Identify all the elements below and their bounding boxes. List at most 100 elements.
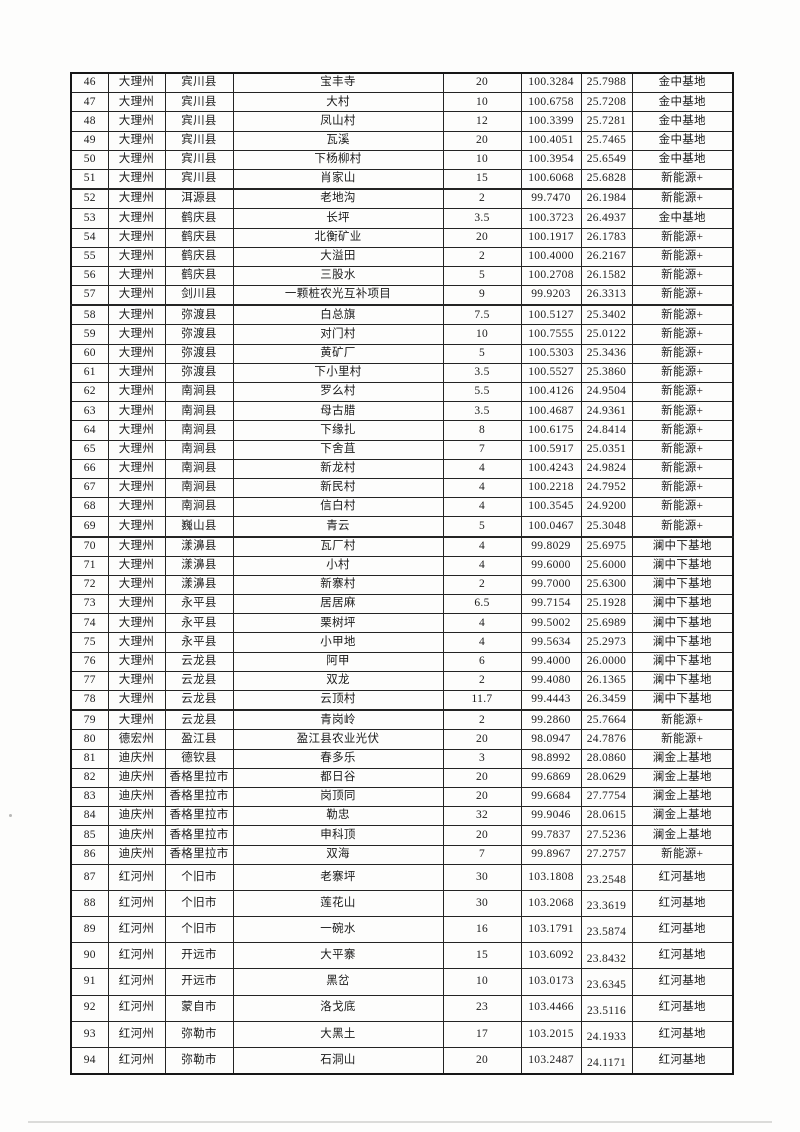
cell-base: 新能源+ xyxy=(631,709,734,731)
cell-latitude: 25.6828 xyxy=(580,168,633,191)
cell-prefecture: 红河州 xyxy=(107,968,166,996)
table-row: 58 大理州 弥渡县 白总旗 7.5 100.5127 25.3402 新能源+ xyxy=(70,304,734,326)
cell-county: 云龙县 xyxy=(164,670,234,692)
cell-site-name: 云顶村 xyxy=(232,690,444,712)
cell-latitude: 26.3313 xyxy=(580,285,633,307)
cell-base: 新能源+ xyxy=(631,439,734,460)
table-row: 82 迪庆州 香格里拉市 都日谷 20 99.6869 28.0629 澜金上基地 xyxy=(70,767,734,788)
table-row: 94 红河州 弥勒市 石洞山 20 103.2487 24.1171 红河基地 xyxy=(70,1047,734,1075)
cell-latitude: 25.1928 xyxy=(580,594,633,615)
cell-longitude: 99.4443 xyxy=(520,690,582,712)
cell-base: 新能源+ xyxy=(631,343,734,364)
cell-capacity: 4 xyxy=(442,497,522,518)
table-row: 87 红河州 个旧市 老寨坪 30 103.1808 23.2548 红河基地 xyxy=(70,863,734,891)
cell-base: 澜中下基地 xyxy=(631,613,734,634)
cell-county: 宾川县 xyxy=(164,111,234,132)
cell-longitude: 100.3399 xyxy=(520,111,582,132)
cell-capacity: 8 xyxy=(442,420,522,441)
cell-latitude: 25.6000 xyxy=(580,555,633,576)
cell-prefecture: 德宏州 xyxy=(107,729,166,750)
cell-capacity: 11.7 xyxy=(442,690,522,712)
cell-prefecture: 红河州 xyxy=(107,1020,166,1049)
cell-county: 弥勒市 xyxy=(164,1047,234,1075)
cell-site-name: 黄矿厂 xyxy=(232,343,444,364)
cell-capacity: 20 xyxy=(442,825,522,846)
cell-capacity: 5 xyxy=(442,343,522,364)
cell-longitude: 100.0467 xyxy=(520,516,582,538)
cell-county: 永平县 xyxy=(164,613,234,634)
cell-base: 红河基地 xyxy=(631,942,734,970)
cell-base: 金中基地 xyxy=(631,72,734,94)
cell-longitude: 100.5527 xyxy=(520,362,582,384)
cell-longitude: 99.6869 xyxy=(520,767,582,788)
cell-site-name: 三股水 xyxy=(232,265,444,287)
cell-longitude: 99.8967 xyxy=(520,844,582,865)
cell-county: 开远市 xyxy=(164,942,234,970)
cell-index: 90 xyxy=(70,942,109,970)
cell-latitude: 25.7988 xyxy=(580,72,633,94)
cell-site-name: 双龙 xyxy=(232,670,444,692)
cell-longitude: 100.3723 xyxy=(520,208,582,229)
cell-site-name: 罗么村 xyxy=(232,381,444,403)
cell-county: 香格里拉市 xyxy=(164,786,234,808)
cell-capacity: 5.5 xyxy=(442,381,522,403)
cell-index: 89 xyxy=(70,916,109,944)
cell-index: 68 xyxy=(70,497,109,518)
cell-index: 51 xyxy=(70,168,109,191)
table-row: 49 大理州 宾川县 瓦溪 20 100.4051 25.7465 金中基地 xyxy=(70,130,734,151)
cell-latitude: 25.3436 xyxy=(580,343,633,364)
table-row: 76 大理州 云龙县 阿甲 6 99.4000 26.0000 澜中下基地 xyxy=(70,651,734,672)
cell-latitude: 23.3619 xyxy=(580,889,633,918)
cell-index: 78 xyxy=(70,690,109,712)
table-row: 50 大理州 宾川县 下杨柳村 10 100.3954 25.6549 金中基地 xyxy=(70,149,734,170)
cell-latitude: 26.2167 xyxy=(580,246,633,267)
cell-prefecture: 大理州 xyxy=(107,343,166,364)
table-row: 90 红河州 开远市 大平寨 15 103.6092 23.8432 红河基地 xyxy=(70,942,734,970)
table-row: 69 大理州 巍山县 青云 5 100.0467 25.3048 新能源+ xyxy=(70,516,734,538)
table-row: 86 迪庆州 香格里拉市 双海 7 99.8967 27.2757 新能源+ xyxy=(70,844,734,865)
cell-index: 91 xyxy=(70,968,109,996)
table-row: 79 大理州 云龙县 青岗岭 2 99.2860 25.7664 新能源+ xyxy=(70,709,734,731)
cell-latitude: 25.7664 xyxy=(580,709,633,731)
cell-index: 83 xyxy=(70,786,109,808)
cell-longitude: 99.7000 xyxy=(520,574,582,596)
cell-longitude: 100.4126 xyxy=(520,381,582,403)
cell-longitude: 99.5634 xyxy=(520,632,582,653)
cell-capacity: 17 xyxy=(442,1020,522,1049)
table-row: 46 大理州 宾川县 宝丰寺 20 100.3284 25.7988 金中基地 xyxy=(70,72,734,94)
cell-latitude: 26.1365 xyxy=(580,670,633,692)
cell-latitude: 23.6345 xyxy=(580,968,633,996)
cell-latitude: 24.7952 xyxy=(580,477,633,499)
cell-prefecture: 大理州 xyxy=(107,670,166,692)
cell-index: 64 xyxy=(70,420,109,441)
cell-base: 新能源+ xyxy=(631,516,734,538)
cell-prefecture: 大理州 xyxy=(107,401,166,422)
cell-capacity: 5 xyxy=(442,265,522,287)
cell-capacity: 30 xyxy=(442,889,522,918)
cell-prefecture: 大理州 xyxy=(107,149,166,170)
cell-longitude: 98.8992 xyxy=(520,748,582,769)
cell-longitude: 103.2068 xyxy=(520,889,582,918)
cell-latitude: 25.7465 xyxy=(580,130,633,151)
cell-longitude: 103.6092 xyxy=(520,942,582,970)
cell-latitude: 24.9200 xyxy=(580,497,633,518)
cell-latitude: 27.2757 xyxy=(580,844,633,865)
table-row: 65 大理州 南涧县 下舍苴 7 100.5917 25.0351 新能源+ xyxy=(70,439,734,460)
cell-longitude: 99.9203 xyxy=(520,285,582,307)
cell-prefecture: 大理州 xyxy=(107,458,166,479)
cell-prefecture: 大理州 xyxy=(107,439,166,460)
cell-latitude: 24.1933 xyxy=(580,1020,633,1049)
cell-prefecture: 大理州 xyxy=(107,285,166,307)
cell-base: 新能源+ xyxy=(631,227,734,248)
cell-index: 59 xyxy=(70,324,109,345)
cell-latitude: 25.2973 xyxy=(580,632,633,653)
cell-county: 香格里拉市 xyxy=(164,806,234,827)
cell-base: 澜中下基地 xyxy=(631,574,734,596)
cell-prefecture: 大理州 xyxy=(107,651,166,672)
table-row: 55 大理州 鹤庆县 大溢田 2 100.4000 26.2167 新能源+ xyxy=(70,246,734,267)
cell-site-name: 白总旗 xyxy=(232,304,444,326)
cell-capacity: 4 xyxy=(442,632,522,653)
cell-base: 新能源+ xyxy=(631,265,734,287)
cell-prefecture: 迪庆州 xyxy=(107,844,166,865)
cell-site-name: 瓦溪 xyxy=(232,130,444,151)
